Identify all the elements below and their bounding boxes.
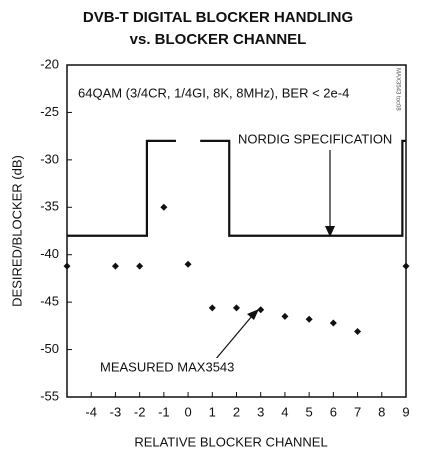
x-tick-label: 3 <box>257 404 264 419</box>
data-point <box>281 312 289 320</box>
y-tick-label: -30 <box>40 151 59 166</box>
y-tick-label: -55 <box>40 388 59 403</box>
x-tick-label: -1 <box>158 404 170 419</box>
data-point <box>160 203 168 211</box>
arrow <box>214 315 253 361</box>
y-tick-label: -35 <box>40 199 59 214</box>
figure-id: MAX3543 toc08 <box>394 68 400 111</box>
x-tick-label: -2 <box>134 404 146 419</box>
x-tick-label: 9 <box>402 404 409 419</box>
data-point <box>354 328 362 336</box>
y-tick-label: -25 <box>40 104 59 119</box>
chart-title: vs. BLOCKER CHANNEL <box>130 31 307 48</box>
y-tick-label: -50 <box>40 341 59 356</box>
x-tick-label: 8 <box>378 404 385 419</box>
data-point <box>305 315 313 323</box>
arrow-head <box>247 309 259 320</box>
data-point <box>208 304 216 312</box>
x-tick-label: 2 <box>233 404 240 419</box>
chart-title: DVB-T DIGITAL BLOCKER HANDLING <box>83 9 353 26</box>
x-tick-label: 4 <box>281 404 288 419</box>
data-point <box>184 260 192 268</box>
data-point <box>136 262 144 270</box>
data-point <box>257 306 265 314</box>
annotation: 64QAM (3/4CR, 1/4GI, 8K, 8MHz), BER < 2e… <box>78 85 349 100</box>
x-tick-label: 6 <box>330 404 337 419</box>
data-point <box>233 304 240 312</box>
x-tick-label: 7 <box>354 404 361 419</box>
data-point <box>111 262 119 270</box>
arrow-head <box>325 226 335 237</box>
x-tick-label: -4 <box>85 404 97 419</box>
annotation: NORDIG SPECIFICATION <box>238 131 392 146</box>
label-box <box>234 130 390 150</box>
plot-frame <box>66 64 407 398</box>
x-tick-label: 0 <box>184 404 191 419</box>
data-point <box>329 319 337 327</box>
x-axis-label: RELATIVE BLOCKER CHANNEL <box>134 434 327 449</box>
spec-line <box>67 139 406 237</box>
x-tick-label: 5 <box>306 404 313 419</box>
x-tick-label: 1 <box>209 404 216 419</box>
x-tick-label: -3 <box>110 404 122 419</box>
y-tick-label: -45 <box>40 294 59 309</box>
y-tick-label: -20 <box>40 56 59 71</box>
annotation: MEASURED MAX3543 <box>100 359 234 374</box>
data-point <box>402 262 410 270</box>
label-box <box>96 358 252 378</box>
y-tick-label: -40 <box>40 246 59 261</box>
data-point <box>63 262 71 270</box>
y-axis-label: DESIRED/BLOCKER (dB) <box>9 155 24 307</box>
